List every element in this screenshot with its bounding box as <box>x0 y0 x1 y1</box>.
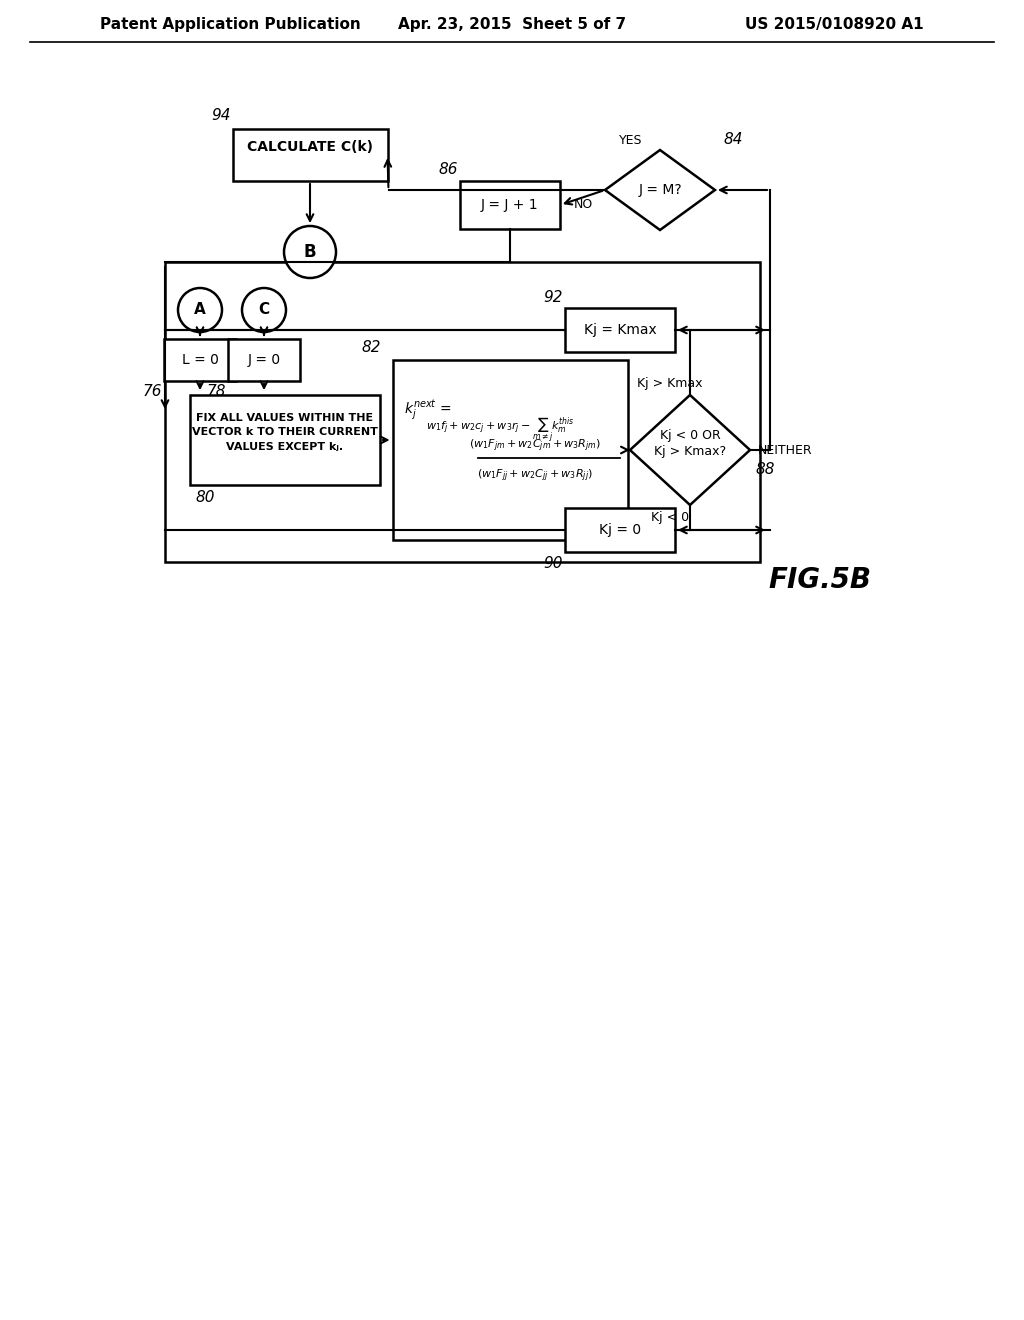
Text: 84: 84 <box>723 132 742 148</box>
Text: FIX ALL VALUES WITHIN THE: FIX ALL VALUES WITHIN THE <box>197 413 374 422</box>
Text: 94: 94 <box>211 107 230 123</box>
Polygon shape <box>630 395 750 506</box>
FancyBboxPatch shape <box>228 339 300 381</box>
Text: J = M?: J = M? <box>638 183 682 197</box>
Text: VECTOR k TO THEIR CURRENT: VECTOR k TO THEIR CURRENT <box>193 426 378 437</box>
Text: L = 0: L = 0 <box>181 352 218 367</box>
Ellipse shape <box>242 288 286 333</box>
Text: Kj = 0: Kj = 0 <box>599 523 641 537</box>
FancyBboxPatch shape <box>565 308 675 352</box>
Text: Kj > Kmax: Kj > Kmax <box>637 376 702 389</box>
Text: $(w_1 F_{jm} + w_2 C_{jm} + w_3 R_{jm})$: $(w_1 F_{jm} + w_2 C_{jm} + w_3 R_{jm})$ <box>469 438 601 454</box>
Text: J = J + 1: J = J + 1 <box>481 198 539 213</box>
Text: 76: 76 <box>142 384 162 399</box>
Text: FIG.5B: FIG.5B <box>768 566 871 594</box>
Text: J = 0: J = 0 <box>248 352 281 367</box>
Text: Kj > Kmax?: Kj > Kmax? <box>654 446 726 458</box>
FancyBboxPatch shape <box>164 339 236 381</box>
Text: $w_1 f_j + w_2 c_j + w_3 r_j - \sum_{m \neq j} k_m^{this}$: $w_1 f_j + w_2 c_j + w_3 r_j - \sum_{m \… <box>426 416 574 445</box>
Text: 90: 90 <box>544 557 563 572</box>
FancyBboxPatch shape <box>190 395 380 484</box>
Text: NO: NO <box>573 198 593 210</box>
Text: 82: 82 <box>361 341 381 355</box>
Text: CALCULATE C(k): CALCULATE C(k) <box>247 140 373 154</box>
Text: 88: 88 <box>756 462 775 478</box>
Text: NEITHER: NEITHER <box>758 444 813 457</box>
Text: Apr. 23, 2015  Sheet 5 of 7: Apr. 23, 2015 Sheet 5 of 7 <box>398 17 626 33</box>
Text: $(w_1 F_{jj} + w_2 C_{jj} + w_3 R_{jj})$: $(w_1 F_{jj} + w_2 C_{jj} + w_3 R_{jj})$ <box>477 467 593 484</box>
FancyBboxPatch shape <box>565 508 675 552</box>
Text: $k_j^{next}$ =: $k_j^{next}$ = <box>404 399 453 422</box>
FancyBboxPatch shape <box>232 129 387 181</box>
FancyBboxPatch shape <box>460 181 560 228</box>
Text: 86: 86 <box>438 161 458 177</box>
Text: 78: 78 <box>207 384 226 399</box>
Text: 92: 92 <box>544 290 563 305</box>
Text: Kj = Kmax: Kj = Kmax <box>584 323 656 337</box>
Text: 80: 80 <box>195 490 214 504</box>
FancyBboxPatch shape <box>392 360 628 540</box>
Text: A: A <box>195 302 206 318</box>
Text: YES: YES <box>618 133 642 147</box>
Text: Kj < 0 OR: Kj < 0 OR <box>659 429 720 442</box>
Ellipse shape <box>178 288 222 333</box>
Text: C: C <box>258 302 269 318</box>
Polygon shape <box>605 150 715 230</box>
Text: B: B <box>304 243 316 261</box>
Text: VALUES EXCEPT kⱼ.: VALUES EXCEPT kⱼ. <box>226 442 344 451</box>
FancyBboxPatch shape <box>165 261 760 562</box>
Ellipse shape <box>284 226 336 279</box>
Text: Patent Application Publication: Patent Application Publication <box>100 17 360 33</box>
Text: Kj < 0: Kj < 0 <box>651 511 689 524</box>
Text: US 2015/0108920 A1: US 2015/0108920 A1 <box>745 17 924 33</box>
